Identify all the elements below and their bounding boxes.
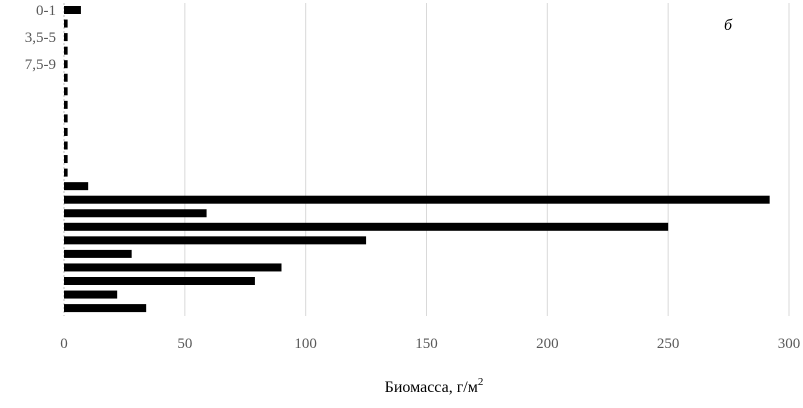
category-label: 7,5-9 (25, 57, 56, 73)
category-labels: 0-1 3,5-5 7,5-9 (25, 3, 56, 73)
category-label: 0-1 (36, 3, 56, 19)
bars (64, 6, 770, 313)
x-tick-label: 150 (415, 336, 438, 352)
bar (64, 87, 68, 96)
bar (64, 168, 68, 177)
x-tick-label: 200 (536, 336, 559, 352)
bar (64, 100, 68, 109)
x-tick-label: 100 (294, 336, 317, 352)
gridlines (63, 3, 790, 316)
bar (64, 236, 367, 245)
x-tick-label: 300 (778, 336, 801, 352)
bar (64, 209, 207, 218)
bar (64, 249, 132, 258)
x-tick-label: 0 (60, 336, 68, 352)
bar (64, 46, 68, 55)
x-axis-label: Биомасса, г/м2 (385, 376, 484, 396)
bar (64, 222, 669, 231)
bar (64, 127, 68, 136)
x-tick-labels: 0 50 100 150 200 250 300 (60, 336, 800, 352)
bar (64, 141, 68, 150)
bar (64, 182, 89, 191)
bar (64, 60, 68, 69)
bar (64, 304, 147, 313)
x-tick-label: 50 (177, 336, 192, 352)
bar (64, 114, 68, 123)
bar (64, 277, 255, 285)
bar (64, 290, 118, 299)
bar (64, 33, 68, 42)
bar (64, 263, 282, 272)
bar (64, 155, 68, 164)
panel-annotation: б (724, 17, 733, 34)
bar (64, 19, 68, 28)
bar (64, 73, 68, 82)
bar (64, 6, 81, 14)
category-label: 3,5-5 (25, 30, 56, 46)
x-tick-label: 250 (657, 336, 680, 352)
bar (64, 195, 770, 204)
